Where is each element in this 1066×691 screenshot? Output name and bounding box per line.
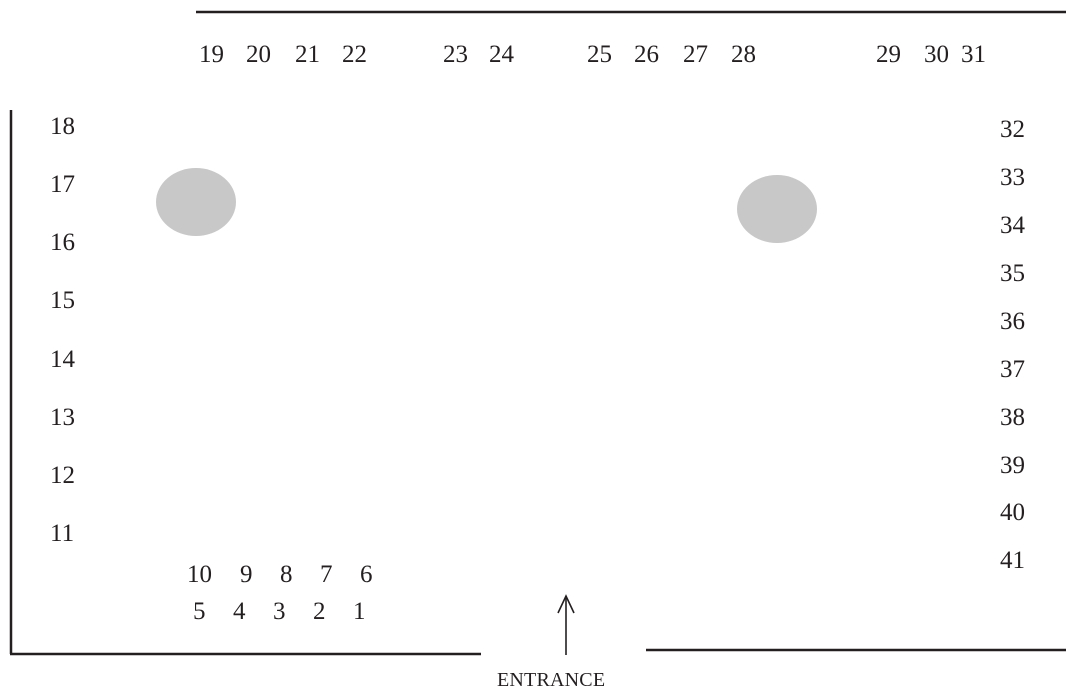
entrance-arrow (557, 594, 575, 655)
seat-number: 26 (634, 41, 659, 68)
seat-number: 30 (924, 41, 949, 68)
seat-number: 9 (240, 561, 253, 588)
seat-number: 40 (1000, 499, 1025, 526)
seat-number: 1 (353, 598, 366, 625)
seat-number: 38 (1000, 404, 1025, 431)
seat-number: 8 (280, 561, 293, 588)
seat-number: 34 (1000, 212, 1025, 239)
seat-number: 20 (246, 41, 271, 68)
seat-number: 18 (50, 113, 75, 140)
seat-number: 31 (961, 41, 986, 68)
seat-number: 15 (50, 287, 75, 314)
seat-number: 25 (587, 41, 612, 68)
seat-number: 21 (295, 41, 320, 68)
seat-number: 27 (683, 41, 708, 68)
seat-number: 16 (50, 229, 75, 256)
seat-number: 13 (50, 404, 75, 431)
seat-number: 41 (1000, 547, 1025, 574)
seat-number: 28 (731, 41, 756, 68)
seat-number: 4 (233, 598, 246, 625)
seat-number: 35 (1000, 260, 1025, 287)
seat-number: 32 (1000, 116, 1025, 143)
seat-number: 22 (342, 41, 367, 68)
seat-number: 2 (313, 598, 326, 625)
seat-number: 14 (50, 346, 75, 373)
seat-number: 6 (360, 561, 373, 588)
seat-number: 7 (320, 561, 333, 588)
seat-number: 24 (489, 41, 514, 68)
seat-number: 3 (273, 598, 286, 625)
seat-number: 23 (443, 41, 468, 68)
seat-number: 36 (1000, 308, 1025, 335)
seat-number: 12 (50, 462, 75, 489)
entrance-label: ENTRANCE (497, 669, 606, 691)
table-left (156, 168, 236, 236)
seat-number: 29 (876, 41, 901, 68)
seat-number: 11 (50, 520, 75, 547)
seat-number: 39 (1000, 452, 1025, 479)
seat-number: 17 (50, 171, 75, 198)
seat-number: 5 (193, 598, 206, 625)
seat-number: 10 (187, 561, 212, 588)
seat-number: 37 (1000, 356, 1025, 383)
seat-number: 19 (199, 41, 224, 68)
table-right (737, 175, 817, 243)
seat-number: 33 (1000, 164, 1025, 191)
